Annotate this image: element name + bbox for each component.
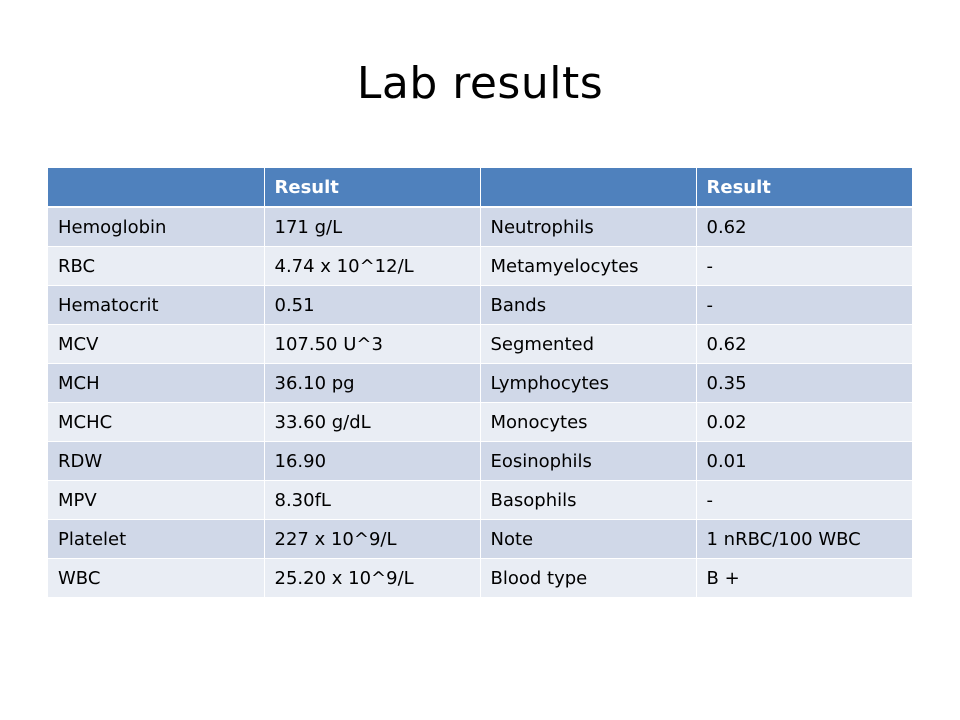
result-value-cell: 25.20 x 10^9/L xyxy=(264,558,481,598)
test-name-cell: Basophils xyxy=(480,480,697,520)
test-name-cell: WBC xyxy=(48,558,265,598)
result-value-cell: 171 g/L xyxy=(264,207,481,247)
result-value-cell: 227 x 10^9/L xyxy=(264,519,481,559)
header-cell-result-1: Result xyxy=(264,168,481,208)
table-row: Hematocrit 0.51 Bands - xyxy=(48,285,913,325)
test-name-cell: Segmented xyxy=(480,324,697,364)
table-header-row: Result Result xyxy=(48,168,913,208)
test-name-cell: MCHC xyxy=(48,402,265,442)
test-name-cell: Neutrophils xyxy=(480,207,697,247)
result-value-cell: - xyxy=(696,246,913,286)
result-value-cell: 0.02 xyxy=(696,402,913,442)
test-name-cell: Metamyelocytes xyxy=(480,246,697,286)
result-value-cell: 1 nRBC/100 WBC xyxy=(696,519,913,559)
test-name-cell: RDW xyxy=(48,441,265,481)
result-value-cell: 0.51 xyxy=(264,285,481,325)
test-name-cell: Hemoglobin xyxy=(48,207,265,247)
result-value-cell: 107.50 U^3 xyxy=(264,324,481,364)
result-value-cell: - xyxy=(696,285,913,325)
test-name-cell: Eosinophils xyxy=(480,441,697,481)
result-value-cell: 0.62 xyxy=(696,207,913,247)
test-name-cell: Lymphocytes xyxy=(480,363,697,403)
result-value-cell: 36.10 pg xyxy=(264,363,481,403)
test-name-cell: Bands xyxy=(480,285,697,325)
lab-results-table: Result Result Hemoglobin 171 g/L Neutrop… xyxy=(48,168,913,598)
test-name-cell: Platelet xyxy=(48,519,265,559)
result-value-cell: 0.35 xyxy=(696,363,913,403)
table-row: MCV 107.50 U^3 Segmented 0.62 xyxy=(48,324,913,364)
test-name-cell: Hematocrit xyxy=(48,285,265,325)
result-value-cell: - xyxy=(696,480,913,520)
test-name-cell: Monocytes xyxy=(480,402,697,442)
table-row: MPV 8.30fL Basophils - xyxy=(48,480,913,520)
page-title: Lab results xyxy=(356,58,604,109)
result-value-cell: 0.62 xyxy=(696,324,913,364)
test-name-cell: MPV xyxy=(48,480,265,520)
result-value-cell: B + xyxy=(696,558,913,598)
header-cell-result-2: Result xyxy=(696,168,913,208)
result-value-cell: 0.01 xyxy=(696,441,913,481)
table-row: Platelet 227 x 10^9/L Note 1 nRBC/100 WB… xyxy=(48,519,913,559)
header-cell-blank-2 xyxy=(480,168,697,208)
table-row: MCHC 33.60 g/dL Monocytes 0.02 xyxy=(48,402,913,442)
test-name-cell: Note xyxy=(480,519,697,559)
result-value-cell: 33.60 g/dL xyxy=(264,402,481,442)
test-name-cell: MCV xyxy=(48,324,265,364)
test-name-cell: Blood type xyxy=(480,558,697,598)
result-value-cell: 8.30fL xyxy=(264,480,481,520)
test-name-cell: RBC xyxy=(48,246,265,286)
test-name-cell: MCH xyxy=(48,363,265,403)
table-row: Hemoglobin 171 g/L Neutrophils 0.62 xyxy=(48,207,913,247)
table-row: RBC 4.74 x 10^12/L Metamyelocytes - xyxy=(48,246,913,286)
table-row: MCH 36.10 pg Lymphocytes 0.35 xyxy=(48,363,913,403)
table-row: RDW 16.90 Eosinophils 0.01 xyxy=(48,441,913,481)
header-cell-blank-1 xyxy=(48,168,265,208)
table-row: WBC 25.20 x 10^9/L Blood type B + xyxy=(48,558,913,598)
result-value-cell: 4.74 x 10^12/L xyxy=(264,246,481,286)
result-value-cell: 16.90 xyxy=(264,441,481,481)
